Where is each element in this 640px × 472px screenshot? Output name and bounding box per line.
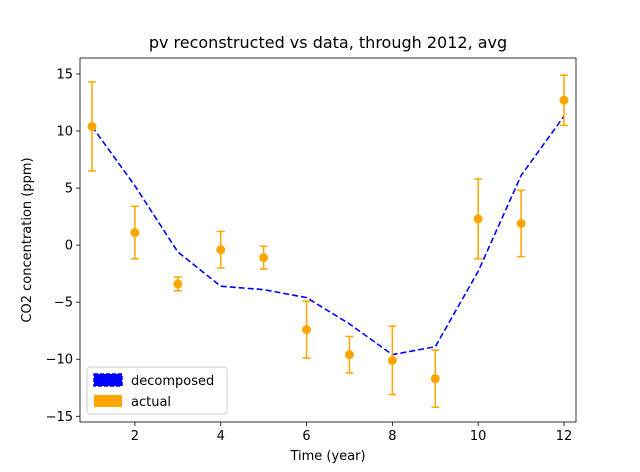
legend-swatch-actual (94, 395, 122, 407)
x-tick-label: 12 (556, 429, 573, 444)
x-tick-label: 6 (302, 429, 310, 444)
x-tick-label: 10 (470, 429, 487, 444)
y-tick-label: −15 (46, 410, 73, 425)
plot-area: 2 4 6 8 10 12 −15 −10 −5 0 5 10 15 (46, 57, 577, 444)
chart-title: pv reconstructed vs data, through 2012, … (149, 33, 507, 52)
y-axis-label: CO2 concentration (ppm) (20, 157, 35, 322)
legend-label-decomposed: decomposed (131, 374, 214, 389)
y-tick-label: −10 (46, 353, 73, 368)
x-tick-label: 8 (388, 429, 396, 444)
data-point-actual (216, 245, 226, 255)
y-tick-label: 5 (65, 182, 73, 197)
series-line-decomposed (91, 115, 565, 356)
x-tick-label: 4 (217, 429, 225, 444)
data-point-actual (387, 355, 397, 365)
data-point-actual (302, 325, 312, 335)
data-point-actual (259, 253, 269, 263)
y-tick-label: 10 (56, 125, 73, 140)
data-point-actual (87, 121, 97, 131)
data-point-actual (130, 228, 140, 238)
data-point-actual (430, 374, 440, 384)
x-tick-label: 2 (131, 429, 139, 444)
data-point-actual (516, 218, 526, 228)
legend-label-actual: actual (131, 395, 171, 410)
y-tick-label: −5 (54, 296, 73, 311)
legend: decomposed actual (86, 366, 228, 415)
axes-frame (79, 57, 577, 423)
data-point-actual (344, 350, 354, 360)
y-tick-label: 0 (65, 239, 73, 254)
data-point-actual (473, 214, 483, 224)
x-axis-label: Time (year) (289, 449, 365, 464)
legend-swatch-decomposed (93, 373, 123, 387)
data-point-actual (559, 95, 569, 105)
y-tick-label: 15 (56, 67, 73, 82)
data-point-actual (173, 279, 183, 289)
